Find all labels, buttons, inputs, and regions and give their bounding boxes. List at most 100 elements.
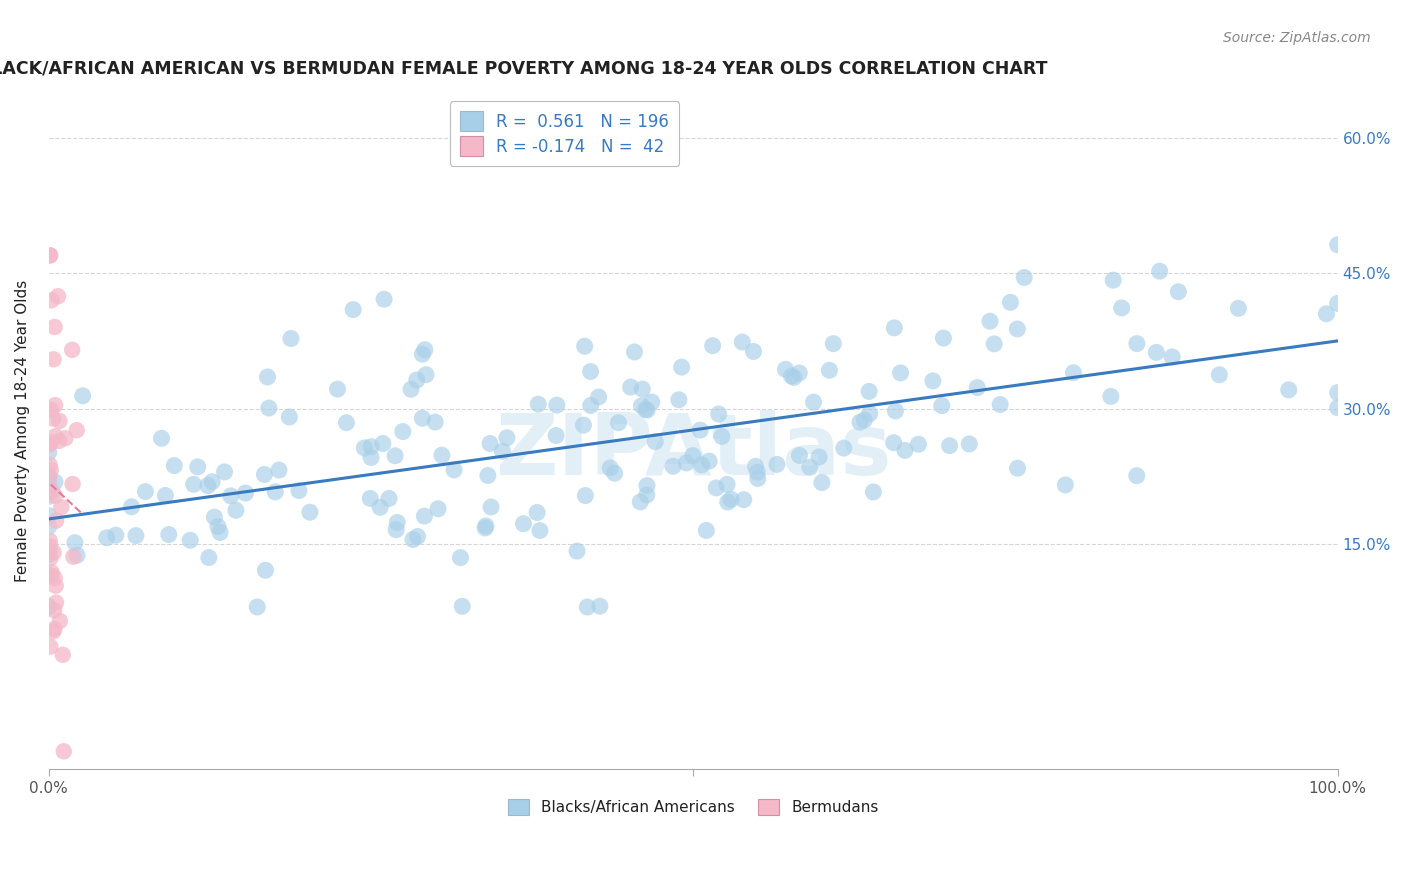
Point: [787, 366, 810, 380]
Point: [39, 463, 62, 477]
Point: [849, 415, 872, 429]
Point: [702, 339, 724, 353]
Point: [983, 336, 1005, 351]
Point: [413, 509, 436, 524]
Point: [644, 434, 666, 449]
Point: [360, 450, 382, 465]
Point: [359, 491, 381, 506]
Point: [783, 370, 806, 384]
Point: [44, 622, 66, 636]
Point: [48, 414, 70, 428]
Point: [52, 648, 75, 662]
Point: [411, 411, 433, 425]
Point: [42, 352, 65, 367]
Point: [922, 374, 945, 388]
Point: [413, 343, 436, 357]
Point: [66, 548, 89, 562]
Point: [38, 508, 60, 523]
Point: [38, 458, 60, 472]
Point: [49, 614, 72, 628]
Point: [1144, 345, 1167, 359]
Point: [747, 465, 769, 479]
Point: [704, 481, 727, 495]
Point: [668, 392, 690, 407]
Point: [373, 292, 395, 306]
Point: [280, 332, 302, 346]
Point: [636, 403, 658, 417]
Point: [907, 437, 929, 451]
Point: [38, 248, 60, 262]
Point: [631, 382, 654, 396]
Point: [39, 551, 62, 566]
Point: [799, 460, 821, 475]
Point: [546, 428, 568, 442]
Point: [38, 445, 60, 459]
Point: [1326, 401, 1348, 415]
Point: [430, 448, 453, 462]
Point: [38, 599, 60, 614]
Point: [253, 467, 276, 482]
Point: [368, 500, 391, 515]
Point: [1326, 237, 1348, 252]
Point: [63, 535, 86, 549]
Point: [246, 599, 269, 614]
Point: [576, 599, 599, 614]
Point: [818, 363, 841, 377]
Point: [479, 500, 502, 514]
Point: [527, 397, 550, 411]
Point: [1167, 285, 1189, 299]
Point: [134, 484, 156, 499]
Point: [1326, 385, 1348, 400]
Point: [641, 395, 664, 409]
Point: [39, 539, 62, 553]
Point: [742, 344, 765, 359]
Point: [202, 510, 225, 524]
Point: [39, 248, 62, 262]
Point: [72, 389, 94, 403]
Point: [38, 545, 60, 559]
Point: [45, 579, 67, 593]
Point: [45, 514, 67, 528]
Point: [38, 438, 60, 452]
Point: [449, 550, 471, 565]
Point: [38, 478, 60, 492]
Point: [326, 382, 349, 396]
Point: [267, 463, 290, 477]
Point: [121, 500, 143, 514]
Point: [207, 519, 229, 533]
Point: [766, 458, 789, 472]
Point: [38, 547, 60, 561]
Point: [150, 431, 173, 445]
Point: [1099, 389, 1122, 403]
Point: [39, 640, 62, 654]
Point: [636, 488, 658, 502]
Point: [671, 360, 693, 375]
Point: [38, 470, 60, 484]
Point: [607, 416, 630, 430]
Point: [695, 524, 717, 538]
Point: [39, 435, 62, 450]
Point: [41, 485, 63, 500]
Point: [197, 478, 219, 492]
Point: [402, 533, 425, 547]
Point: [475, 519, 498, 533]
Point: [938, 439, 960, 453]
Point: [44, 603, 66, 617]
Point: [62, 477, 84, 491]
Point: [858, 384, 880, 399]
Point: [256, 370, 278, 384]
Point: [932, 331, 955, 345]
Point: [716, 477, 738, 491]
Point: [636, 478, 658, 492]
Point: [254, 563, 277, 577]
Point: [675, 456, 697, 470]
Point: [890, 366, 912, 380]
Point: [38, 546, 60, 560]
Point: [1102, 273, 1125, 287]
Point: [44, 320, 66, 334]
Point: [44, 475, 66, 489]
Point: [620, 380, 643, 394]
Point: [496, 431, 519, 445]
Point: [38, 489, 60, 503]
Point: [579, 399, 602, 413]
